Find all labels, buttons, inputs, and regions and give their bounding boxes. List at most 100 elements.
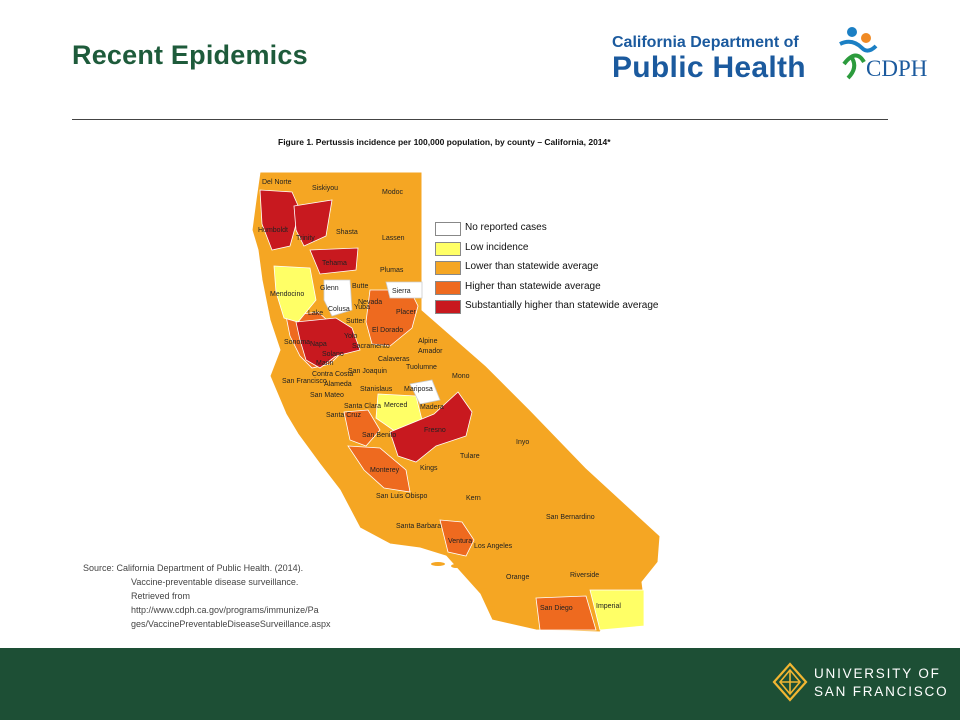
county-label: Fresno bbox=[424, 427, 446, 434]
county-label: Sonoma bbox=[284, 339, 310, 346]
county-label: Nevada bbox=[358, 299, 382, 306]
county-label: Alpine bbox=[418, 338, 438, 345]
county-label: Calaveras bbox=[378, 356, 410, 363]
county-glenn-colusa bbox=[323, 279, 353, 317]
channel-island bbox=[489, 606, 495, 610]
county-trinity bbox=[293, 199, 333, 247]
legend-swatch bbox=[435, 280, 461, 295]
legend-label: Lower than statewide average bbox=[465, 261, 599, 272]
county-label: Trinity bbox=[296, 235, 315, 242]
channel-island bbox=[451, 564, 461, 568]
footer-bar bbox=[0, 648, 960, 720]
county-label: Alameda bbox=[324, 381, 352, 388]
county-label: Inyo bbox=[516, 439, 529, 446]
county-label: Mono bbox=[452, 373, 470, 380]
county-label: Monterey bbox=[370, 467, 400, 474]
county-label: Merced bbox=[384, 402, 407, 409]
county-label: San Diego bbox=[540, 605, 573, 612]
county-label: Kern bbox=[466, 495, 481, 502]
legend-item: Substantially higher than statewide aver… bbox=[435, 300, 695, 314]
county-yolo-napa-solano bbox=[295, 317, 361, 369]
county-label: Kings bbox=[420, 465, 438, 472]
county-label: Placer bbox=[396, 309, 417, 316]
county-label: Napa bbox=[310, 341, 327, 348]
county-sierra bbox=[385, 281, 423, 299]
figure-title: Figure 1. Pertussis incidence per 100,00… bbox=[278, 137, 611, 147]
california-county-map: Del Norte Siskiyou Modoc Humboldt Trinity Sha… bbox=[251, 171, 661, 633]
county-mariposa bbox=[409, 379, 441, 405]
county-label: Ventura bbox=[448, 538, 472, 545]
county-label: Shasta bbox=[336, 229, 358, 236]
source-link-line-2[interactable]: ges/VaccinePreventableDiseaseSurveillanc… bbox=[131, 619, 331, 629]
usf-emblem-icon bbox=[772, 662, 808, 702]
county-label: Sacramento bbox=[352, 343, 390, 350]
county-label: Glenn bbox=[320, 285, 339, 292]
county-label: Colusa bbox=[328, 306, 350, 313]
slide-title: Recent Epidemics bbox=[72, 40, 308, 70]
legend-item: Higher than statewide average bbox=[435, 280, 695, 295]
county-label: Marin bbox=[316, 360, 334, 367]
source-link-line-1[interactable]: http://www.cdph.ca.gov/programs/immunize… bbox=[131, 605, 319, 615]
logo-line-1: California Department of bbox=[612, 34, 799, 51]
county-label: Tuolumne bbox=[406, 364, 437, 371]
county-label: Humboldt bbox=[258, 227, 288, 234]
county-label: Modoc bbox=[382, 189, 404, 196]
county-fresno-madera bbox=[389, 391, 473, 463]
county-label: Mariposa bbox=[404, 386, 433, 393]
county-label: Yolo bbox=[344, 333, 357, 340]
cdph-figures-icon bbox=[839, 27, 878, 80]
county-label: Lassen bbox=[382, 235, 405, 242]
county-label: Butte bbox=[352, 283, 368, 290]
legend-swatch bbox=[435, 261, 461, 275]
county-label: Riverside bbox=[570, 572, 599, 579]
county-label: San Joaquin bbox=[348, 368, 387, 375]
legend-label: Higher than statewide average bbox=[465, 280, 601, 292]
legend-swatch bbox=[435, 222, 461, 236]
county-label: San Bernardino bbox=[546, 514, 595, 521]
legend-label: Low incidence bbox=[465, 241, 529, 253]
legend-label: No reported cases bbox=[465, 222, 547, 233]
cdph-logo: California Department of Public Health C… bbox=[612, 18, 938, 96]
county-label: Contra Costa bbox=[312, 371, 353, 378]
county-label: San Francisco bbox=[282, 378, 327, 385]
county-ventura-area bbox=[439, 519, 475, 557]
county-label: Tulare bbox=[460, 453, 480, 460]
county-san-diego bbox=[535, 595, 597, 631]
usf-name-line-1: UNIVERSITY OF bbox=[814, 666, 941, 681]
channel-island bbox=[480, 588, 488, 592]
legend-label: Substantially higher than statewide aver… bbox=[465, 300, 659, 311]
logo-abbr: CDPH bbox=[866, 56, 928, 81]
title-divider bbox=[72, 119, 888, 120]
legend-item: No reported cases bbox=[435, 222, 695, 236]
usf-name-line-2: SAN FRANCISCO bbox=[814, 684, 949, 699]
county-label: Mendocino bbox=[270, 291, 304, 298]
county-label: Siskiyou bbox=[312, 185, 338, 192]
county-santa-cruz-area bbox=[343, 409, 381, 447]
county-label: Tehama bbox=[322, 260, 347, 267]
county-label: Lake bbox=[308, 310, 323, 317]
county-monterey-area bbox=[347, 445, 411, 493]
county-label: Yuba bbox=[354, 304, 370, 311]
county-label: Imperial bbox=[596, 603, 621, 610]
county-label: Del Norte bbox=[262, 179, 292, 186]
legend-item: Low incidence bbox=[435, 241, 695, 256]
county-humboldt bbox=[259, 189, 301, 251]
county-label: Orange bbox=[506, 574, 529, 581]
county-imperial bbox=[589, 589, 645, 631]
county-label: San Mateo bbox=[310, 392, 344, 399]
county-label: Santa Cruz bbox=[326, 412, 362, 419]
county-label: Madera bbox=[420, 404, 444, 411]
county-label: Los Angeles bbox=[474, 543, 513, 550]
legend-item: Lower than statewide average bbox=[435, 261, 695, 275]
county-label: Solano bbox=[322, 351, 344, 358]
source-line-1: Source: California Department of Public … bbox=[83, 563, 304, 573]
county-label: Santa Barbara bbox=[396, 523, 441, 530]
county-label: Sierra bbox=[392, 288, 411, 295]
source-line-3: Retrieved from bbox=[131, 591, 191, 601]
county-label: El Dorado bbox=[372, 327, 403, 334]
county-label: Stanislaus bbox=[360, 386, 393, 393]
channel-islands bbox=[431, 562, 445, 566]
county-tehama bbox=[309, 247, 359, 275]
legend-swatch bbox=[435, 300, 461, 314]
county-labels: Del Norte Siskiyou Modoc Humboldt Trinity Sha… bbox=[258, 179, 621, 612]
